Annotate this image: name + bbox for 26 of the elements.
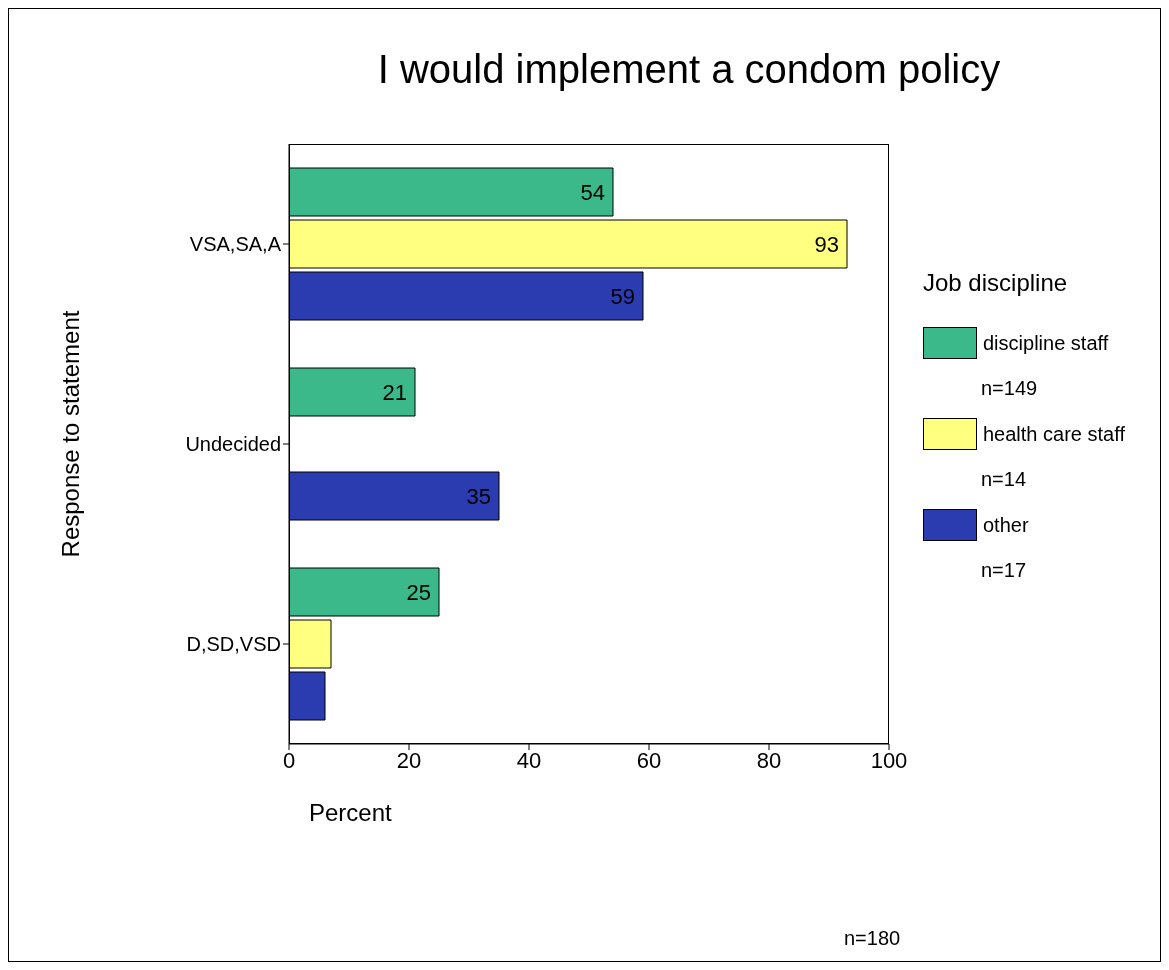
data-label: 35 — [466, 483, 491, 509]
text: n=180 — [844, 927, 901, 950]
text: n=14 — [981, 468, 1028, 491]
legend-title: Job discipline — [923, 269, 1069, 297]
text: n=149 — [981, 377, 1039, 400]
x-tick-label: 60 — [636, 747, 662, 773]
y-tick-label: D,SD,VSD — [186, 633, 281, 656]
data-label: 21 — [382, 379, 407, 405]
data-label: 25 — [406, 579, 431, 605]
data-label: 93 — [814, 231, 839, 257]
x-tick-label: 0 — [282, 747, 296, 773]
legend-label: health care staff — [983, 422, 1125, 446]
legend-label: other — [983, 513, 1029, 537]
y-axis-title: Response to statement — [57, 310, 85, 558]
y-tick-label: Undecided — [185, 433, 281, 456]
text: n=17 — [981, 559, 1028, 582]
chart-title: I would implement a condom policy — [376, 47, 1002, 92]
y-tick-label: VSA,SA,A — [189, 233, 282, 256]
data-label: 59 — [610, 283, 635, 309]
x-tick-label: 80 — [756, 747, 782, 773]
x-axis-title: Percent — [309, 799, 392, 827]
x-tick-label: 100 — [870, 747, 908, 773]
x-tick-label: 20 — [396, 747, 422, 773]
data-label: 54 — [580, 179, 605, 205]
legend-label: discipline staff — [983, 331, 1109, 355]
x-tick-label: 40 — [516, 747, 542, 773]
